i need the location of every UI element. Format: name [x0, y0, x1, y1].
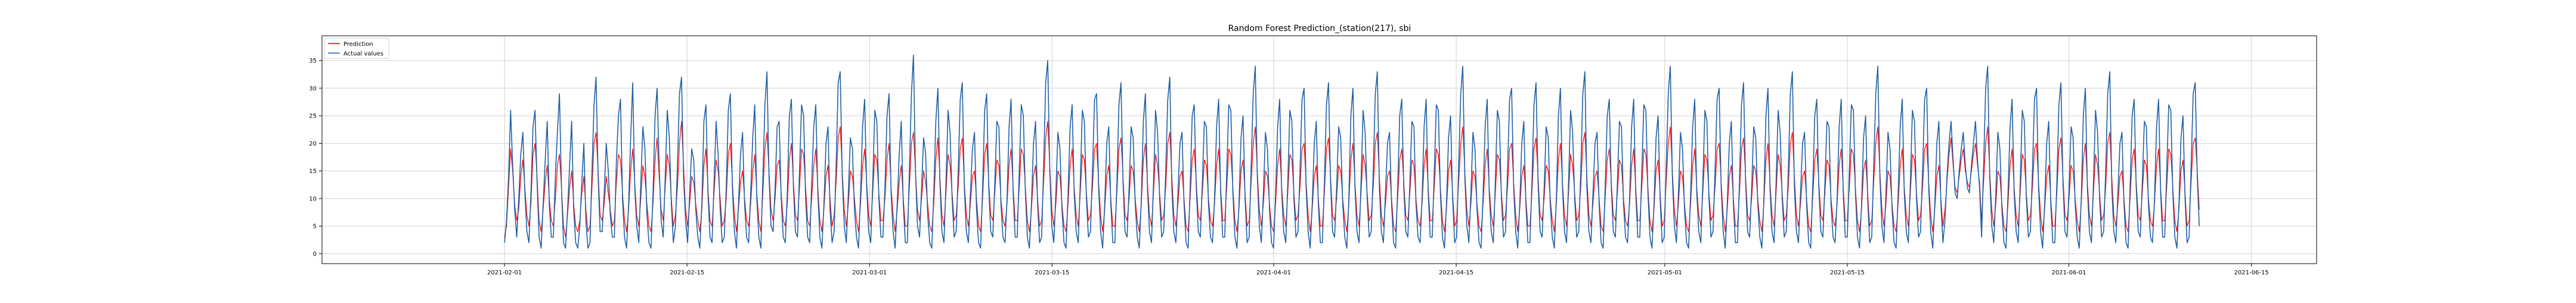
grid-layer	[322, 36, 2317, 264]
y-tick-label: 10	[309, 196, 317, 202]
plot-area-frame	[321, 35, 2317, 264]
x-tick-label: 2021-05-15	[1830, 270, 1865, 276]
legend: Prediction Actual values	[324, 38, 389, 59]
y-tick-label: 15	[309, 168, 317, 175]
chart-title: Random Forest Prediction_(station(217), …	[1228, 24, 1411, 33]
series-layer	[504, 54, 2200, 249]
x-tick-label: 2021-02-15	[670, 270, 704, 276]
legend-box	[324, 38, 389, 59]
y-tick-label: 20	[309, 141, 317, 147]
x-tick-label: 2021-04-01	[1256, 270, 1291, 276]
x-tick-label: 2021-03-15	[1035, 270, 1069, 276]
series-line-actual-values	[504, 54, 2200, 249]
y-tick-label: 30	[309, 85, 317, 92]
x-tick-label: 2021-03-01	[852, 270, 887, 276]
tick-layer: 2021-02-01 2021-02-15 2021-03-01 2021-03-15…	[309, 58, 2268, 276]
x-tick-label: 2021-02-01	[487, 270, 522, 276]
x-tick-label: 2021-04-15	[1439, 270, 1473, 276]
y-tick-label: 35	[309, 58, 317, 64]
y-tick-label: 25	[309, 113, 317, 120]
x-tick-label: 2021-06-01	[2052, 270, 2086, 276]
legend-label-prediction: Prediction	[343, 41, 373, 48]
x-tick-label: 2021-05-01	[1648, 270, 1682, 276]
x-tick-label: 2021-06-15	[2234, 270, 2269, 276]
y-tick-label: 0	[313, 251, 317, 258]
legend-label-actual: Actual values	[343, 51, 383, 57]
y-tick-label: 5	[313, 224, 317, 230]
